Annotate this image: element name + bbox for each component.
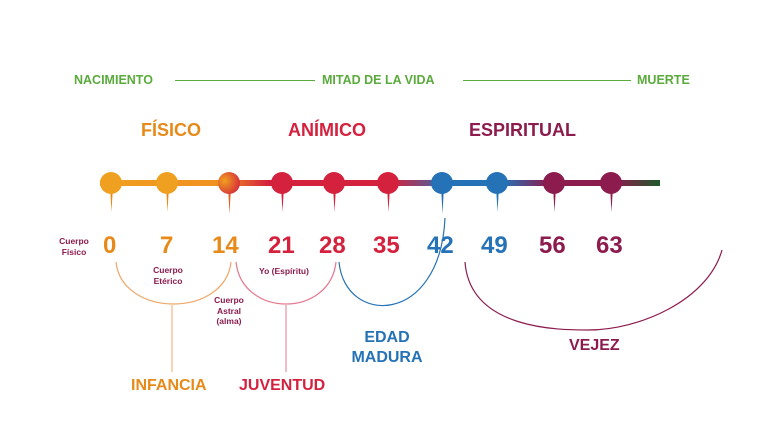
pin-21 — [271, 172, 293, 212]
pin-7 — [156, 172, 178, 212]
etheric-body-note: Cuerpo Etérico — [153, 265, 183, 286]
childhood-label: INFANCIA — [131, 377, 207, 394]
timeline-rule-left — [175, 80, 315, 81]
old-age-arc — [464, 249, 723, 331]
birth-label: NACIMIENTO — [74, 73, 153, 87]
age-56: 56 — [539, 232, 566, 259]
maturity-arc — [338, 217, 446, 307]
phase-physical: FÍSICO — [141, 120, 202, 140]
childhood-arc — [115, 261, 232, 305]
pin-35 — [377, 172, 399, 212]
midlife-label: MITAD DE LA VIDA — [322, 73, 435, 87]
age-49: 49 — [481, 232, 508, 259]
phase-spiritual: ESPIRITUAL — [469, 120, 577, 140]
age-28: 28 — [319, 232, 346, 259]
age-0: 0 — [103, 232, 117, 259]
age-35: 35 — [373, 232, 400, 259]
astral-body-note: Cuerpo Astral (alma) — [214, 295, 244, 327]
age-63: 63 — [596, 232, 623, 259]
pin-28 — [323, 172, 345, 212]
spirit-note: Yo (Espíritu) — [259, 266, 309, 276]
pin-49 — [486, 172, 508, 212]
timeline-rule-right — [463, 80, 631, 81]
age-14: 14 — [212, 232, 239, 259]
maturity-label: EDAD MADURA — [351, 329, 423, 366]
pin-14 — [218, 172, 240, 214]
age-42: 42 — [427, 232, 454, 259]
youth-arc — [235, 261, 337, 305]
pin-0 — [100, 172, 122, 212]
age-7: 7 — [160, 232, 174, 259]
pin-63 — [600, 172, 622, 212]
youth-label: JUVENTUD — [239, 377, 326, 394]
physical-body-note: Cuerpo Físico — [59, 236, 89, 257]
age-21: 21 — [268, 232, 295, 259]
phase-soul: ANÍMICO — [288, 120, 366, 140]
death-label: MUERTE — [637, 73, 690, 87]
pin-42 — [431, 172, 453, 214]
pin-56 — [543, 172, 565, 212]
old-age-label: VEJEZ — [569, 337, 620, 354]
